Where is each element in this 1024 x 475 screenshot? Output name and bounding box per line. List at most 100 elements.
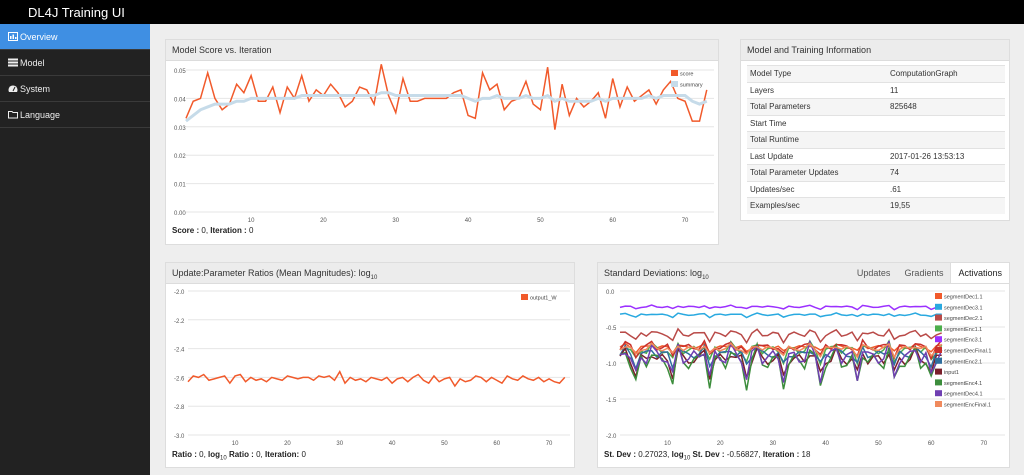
info-row: Start Time [747,114,1005,132]
legend-label: input1 [944,370,959,376]
legend-label: segmentEnc4.1 [944,381,982,387]
sidebar-item-label: Overview [20,31,58,42]
panel-title: Update:Parameter Ratios (Mean Magnitudes… [172,268,378,281]
y-tick-label: 0.04 [174,97,186,103]
y-tick-label: 0.02 [174,154,186,160]
y-tick-label: -0.5 [606,326,617,332]
tab-gradients[interactable]: Gradients [904,268,944,278]
x-tick-label: 60 [493,441,500,447]
x-tick-label: 10 [232,441,239,447]
info-row: Updates/sec .61 [747,180,1005,198]
stddev-tabs: Updates Gradients Activations [850,263,1009,283]
x-tick-label: 70 [546,441,553,447]
info-value [887,131,1005,148]
x-tick-label: 30 [336,441,343,447]
x-tick-label: 40 [389,441,396,447]
series-line [619,312,942,319]
legend-label: segmentEnc3.1 [944,338,982,344]
score-chart[interactable]: 0.00 0.01 0.02 0.03 0.04 0.05 10 20 30 40 50 60 70 sc… [166,62,718,224]
info-label: Layers [747,81,887,99]
legend-label: segmentDec3.1 [944,305,983,311]
top-bar: DL4J Training UI [0,0,1024,24]
y-tick-label: 0.05 [174,69,186,75]
info-row: Examples/sec 19,55 [747,197,1005,214]
series-line [185,64,708,130]
ratio-chart[interactable]: -3.0 -2.8 -2.6 -2.4 -2.2 -2.0 10 20 30 40 50 60 70 ou… [166,285,574,449]
panel-title: Model and Training Information [747,45,872,55]
info-row: Total Parameters 825648 [747,98,1005,115]
info-table: Model Type ComputationGraph Layers 11 Total … [747,65,1005,214]
legend-swatch [935,336,942,343]
info-panel: Model and Training Information Model Typ… [740,39,1010,221]
x-tick-label: 60 [609,218,616,224]
sidebar-item-system[interactable]: System [0,76,150,102]
info-row: Last Update 2017-01-26 13:53:13 [747,147,1005,165]
info-value: 825648 [887,98,1005,115]
list-icon [8,58,18,67]
legend-label: segmentEnc1.1 [944,327,982,333]
sidebar-item-label: System [20,83,51,94]
panel-header: Update:Parameter Ratios (Mean Magnitudes… [166,263,574,284]
legend-swatch [935,325,942,332]
legend-swatch [671,81,678,87]
y-tick-label: 0.0 [606,290,615,296]
x-tick-label: 50 [875,441,882,447]
legend-label: segmentDec1.1 [944,295,983,301]
info-value: 2017-01-26 13:53:13 [887,147,1005,165]
legend-swatch [935,401,942,407]
x-tick-label: 20 [320,218,327,224]
stddev-footer: St. Dev : 0.27023, log10 St. Dev : -0.56… [604,450,811,462]
panel-header: Model Score vs. Iteration [166,40,718,61]
info-row: Total Runtime [747,131,1005,148]
series-line [619,304,942,311]
sidebar-item-model[interactable]: Model [0,50,150,76]
legend-swatch [935,357,942,364]
y-tick-label: -2.2 [174,319,185,325]
legend-label: score [680,72,693,78]
y-tick-label: -2.0 [174,290,185,296]
info-value: ComputationGraph [887,65,1005,82]
sidebar-item-overview[interactable]: Overview [0,24,150,50]
legend-swatch [671,70,678,76]
stddev-chart[interactable]: -2.0 -1.5 -1.0 -0.5 0.0 10 20 30 40 50 60 70 segment… [598,285,1009,449]
series-line [185,91,708,123]
panel-title: Standard Deviations: log10 [604,268,709,281]
legend-swatch [935,347,942,353]
panel-header: Standard Deviations: log10 Updates Gradi… [598,263,1009,284]
y-tick-label: 0.03 [174,126,186,132]
series-line [619,342,943,359]
tab-updates[interactable]: Updates [856,268,891,278]
legend-swatch [521,294,528,300]
tab-activations[interactable]: Activations [950,263,1009,283]
info-label: Total Parameter Updates [747,164,887,181]
x-tick-label: 70 [682,218,689,224]
legend-swatch [935,314,942,321]
info-row: Model Type ComputationGraph [747,65,1005,82]
legend-label: segmentDec2.1 [944,316,983,322]
app-title: DL4J Training UI [28,5,125,20]
x-tick-label: 40 [822,441,829,447]
legend-label: segmentEnc2.1 [944,359,982,365]
sidebar-item-language[interactable]: Language [0,102,150,128]
sidebar: Overview Model System Language [0,24,150,475]
y-tick-label: -2.6 [174,376,185,382]
legend-swatch [935,379,942,386]
info-label: Last Update [747,147,887,165]
info-label: Total Parameters [747,98,887,115]
dashboard-icon [8,85,18,92]
ratio-footer: Ratio : 0, log10 Ratio : 0, Iteration: 0 [172,450,306,462]
x-tick-label: 20 [717,441,724,447]
info-label: Total Runtime [747,131,887,148]
info-value: .61 [887,180,1005,198]
y-tick-label: -2.4 [174,348,185,354]
x-tick-label: 40 [465,218,472,224]
info-label: Start Time [747,114,887,132]
info-label: Examples/sec [747,197,887,214]
chart-icon [8,32,18,41]
sidebar-item-label: Model [20,57,45,68]
y-tick-label: 0.01 [174,183,186,189]
legend-swatch [935,293,942,299]
x-tick-label: 50 [537,218,544,224]
series-line [619,327,942,345]
x-tick-label: 60 [928,441,935,447]
